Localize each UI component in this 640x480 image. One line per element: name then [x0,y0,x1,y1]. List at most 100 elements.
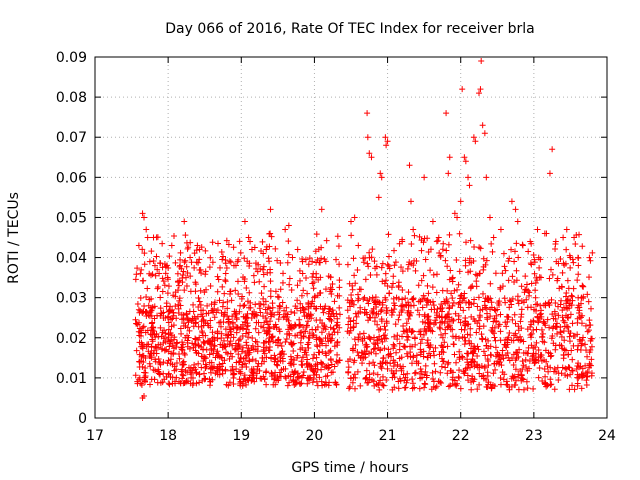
data-point [235,337,242,344]
data-point [514,349,521,356]
data-point [210,350,217,357]
data-point [475,346,482,353]
data-point [143,294,150,301]
data-point [517,337,524,344]
y-axis-label: ROTI / TECUs [6,192,22,284]
data-point [433,271,440,278]
data-point [462,299,469,306]
data-point [391,262,398,269]
data-point [267,318,274,325]
data-point [499,283,506,290]
data-point [447,382,454,389]
y-tick-label: 0.06 [56,170,87,186]
data-point [474,353,481,360]
data-point [508,337,515,344]
data-point [165,357,172,364]
data-point [478,335,485,342]
data-point [378,174,385,181]
data-point [297,307,304,314]
x-tick-label: 17 [86,428,104,444]
data-point [488,352,495,359]
data-point [299,258,306,265]
data-point [545,368,552,375]
data-point [424,337,431,344]
data-point [349,286,356,293]
data-point [179,271,186,278]
data-point [547,376,554,383]
data-point [370,378,377,385]
data-point [309,367,316,374]
data-point [275,336,282,343]
data-point [196,379,203,386]
data-point [561,261,568,268]
data-point [519,242,526,249]
data-point [446,276,453,283]
data-point [178,265,185,272]
data-point [424,282,431,289]
data-point [492,307,499,314]
data-point [146,360,153,367]
data-point [518,371,525,378]
data-point [411,232,418,239]
data-point [424,339,431,346]
data-point [377,360,384,367]
data-point [560,355,567,362]
data-point [183,239,190,246]
data-point [272,245,279,252]
data-point [245,334,252,341]
data-point [262,298,269,305]
data-point [582,362,589,369]
data-point [514,297,521,304]
y-tick-labels: 0 0.01 0.02 0.03 0.04 0.05 0.06 0.07 0.08 0.09 [56,50,87,427]
data-point [393,349,400,356]
data-point [435,234,442,241]
data-point [456,299,463,306]
data-point [228,297,235,304]
data-point [533,307,540,314]
data-point [253,319,260,326]
data-point [433,314,440,321]
data-point [530,352,537,359]
data-point [574,374,581,381]
data-point [178,344,185,351]
data-point [376,386,383,393]
data-point [179,375,186,382]
data-point [410,354,417,361]
data-point [528,304,535,311]
data-point [501,263,508,270]
data-point [241,375,248,382]
data-point [142,354,149,361]
data-point [134,301,141,308]
data-point [564,277,571,284]
data-point [527,331,534,338]
data-point [183,263,190,270]
data-point [536,365,543,372]
data-point [351,272,358,279]
data-point [365,300,372,307]
data-point [351,357,358,364]
data-point [321,364,328,371]
data-point [379,260,386,267]
data-point [381,345,388,352]
data-point [159,240,166,247]
data-point [249,310,256,317]
data-point [390,357,397,364]
data-point [304,318,311,325]
data-point [214,273,221,280]
data-point [243,339,250,346]
data-point [411,384,418,391]
data-point [229,319,236,326]
data-point [589,249,596,256]
data-point [136,339,143,346]
data-point [554,364,561,371]
data-point [389,309,396,316]
data-point [195,304,202,311]
data-point [179,366,186,373]
data-point [132,316,139,323]
data-point [459,334,466,341]
data-point [171,232,178,239]
data-point [322,303,329,310]
data-point [252,260,259,267]
data-point [567,264,574,271]
data-point [332,379,339,386]
